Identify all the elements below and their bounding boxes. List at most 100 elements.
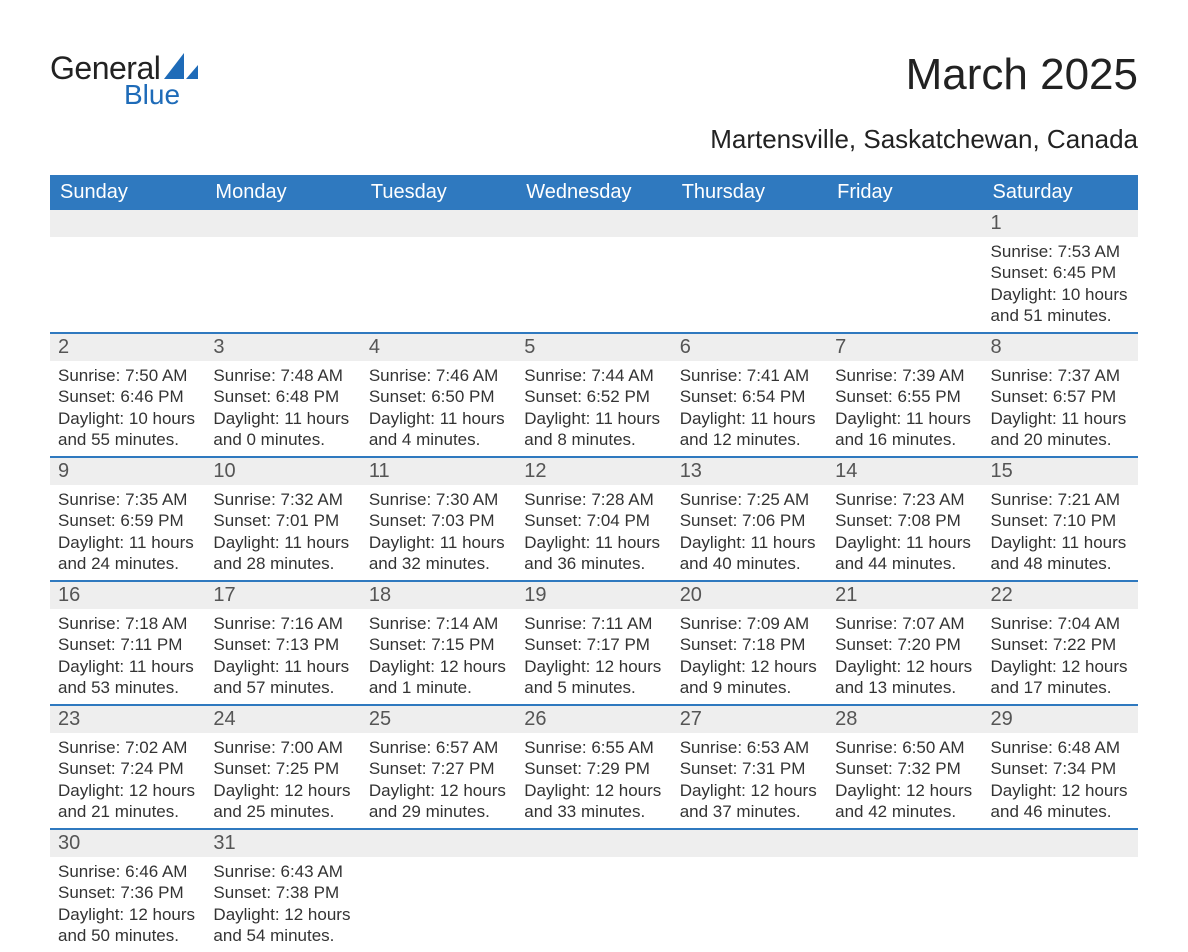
sunrise-text: Sunrise: 7:39 AM <box>835 365 974 386</box>
brand-logo: General Blue <box>50 50 198 111</box>
day-number: 6 <box>672 334 827 361</box>
day-number-cell: 24 <box>205 705 360 733</box>
day-number: 7 <box>827 334 982 361</box>
day-number-cell <box>672 829 827 857</box>
day-number-cell <box>361 210 516 237</box>
daylight-text: Daylight: 11 hours and 32 minutes. <box>369 532 508 575</box>
col-header: Friday <box>827 175 982 210</box>
daylight-text: Daylight: 11 hours and 16 minutes. <box>835 408 974 451</box>
day-number-cell: 9 <box>50 457 205 485</box>
day-cell <box>672 857 827 952</box>
day-cell: Sunrise: 7:23 AMSunset: 7:08 PMDaylight:… <box>827 485 982 581</box>
daylight-text: Daylight: 12 hours and 1 minute. <box>369 656 508 699</box>
day-cell: Sunrise: 7:04 AMSunset: 7:22 PMDaylight:… <box>983 609 1138 705</box>
day-cell: Sunrise: 6:43 AMSunset: 7:38 PMDaylight:… <box>205 857 360 952</box>
day-number: 8 <box>983 334 1138 361</box>
day-number-empty <box>672 210 827 237</box>
header: General Blue March 2025 Martensville, Sa… <box>50 50 1138 155</box>
daylight-text: Daylight: 12 hours and 50 minutes. <box>58 904 197 947</box>
day-number-cell: 7 <box>827 333 982 361</box>
sunrise-text: Sunrise: 7:00 AM <box>213 737 352 758</box>
day-number-empty <box>205 210 360 237</box>
day-number-cell: 26 <box>516 705 671 733</box>
sunrise-text: Sunrise: 7:21 AM <box>991 489 1130 510</box>
day-cell: Sunrise: 6:53 AMSunset: 7:31 PMDaylight:… <box>672 733 827 829</box>
day-number-cell: 8 <box>983 333 1138 361</box>
day-number: 24 <box>205 706 360 733</box>
sunrise-text: Sunrise: 6:50 AM <box>835 737 974 758</box>
sunset-text: Sunset: 6:55 PM <box>835 386 974 407</box>
day-number-cell: 31 <box>205 829 360 857</box>
day-number: 10 <box>205 458 360 485</box>
day-number-cell: 20 <box>672 581 827 609</box>
week-daynum-row: 16171819202122 <box>50 581 1138 609</box>
day-cell: Sunrise: 7:11 AMSunset: 7:17 PMDaylight:… <box>516 609 671 705</box>
daylight-text: Daylight: 11 hours and 4 minutes. <box>369 408 508 451</box>
sunrise-text: Sunrise: 6:46 AM <box>58 861 197 882</box>
day-number-cell: 10 <box>205 457 360 485</box>
day-cell <box>827 857 982 952</box>
day-cell: Sunrise: 7:02 AMSunset: 7:24 PMDaylight:… <box>50 733 205 829</box>
weekday-header-row: Sunday Monday Tuesday Wednesday Thursday… <box>50 175 1138 210</box>
day-cell <box>672 237 827 333</box>
sunset-text: Sunset: 7:27 PM <box>369 758 508 779</box>
sunrise-text: Sunrise: 7:48 AM <box>213 365 352 386</box>
week-content-row: Sunrise: 7:53 AMSunset: 6:45 PMDaylight:… <box>50 237 1138 333</box>
col-header: Sunday <box>50 175 205 210</box>
sunset-text: Sunset: 7:06 PM <box>680 510 819 531</box>
sunset-text: Sunset: 7:25 PM <box>213 758 352 779</box>
day-number-cell <box>516 829 671 857</box>
day-cell <box>50 237 205 333</box>
day-number-cell <box>983 829 1138 857</box>
sunset-text: Sunset: 7:29 PM <box>524 758 663 779</box>
sunrise-text: Sunrise: 7:07 AM <box>835 613 974 634</box>
day-cell <box>361 237 516 333</box>
week-daynum-row: 2345678 <box>50 333 1138 361</box>
day-cell: Sunrise: 7:41 AMSunset: 6:54 PMDaylight:… <box>672 361 827 457</box>
sunset-text: Sunset: 6:46 PM <box>58 386 197 407</box>
day-number-cell: 11 <box>361 457 516 485</box>
sunrise-text: Sunrise: 7:09 AM <box>680 613 819 634</box>
daylight-text: Daylight: 11 hours and 28 minutes. <box>213 532 352 575</box>
sunrise-text: Sunrise: 7:14 AM <box>369 613 508 634</box>
day-number-cell: 6 <box>672 333 827 361</box>
day-number: 14 <box>827 458 982 485</box>
day-number-cell: 18 <box>361 581 516 609</box>
day-number-cell: 4 <box>361 333 516 361</box>
day-number-cell: 28 <box>827 705 982 733</box>
day-number-cell: 23 <box>50 705 205 733</box>
day-number: 18 <box>361 582 516 609</box>
sunrise-text: Sunrise: 7:53 AM <box>991 241 1130 262</box>
sunrise-text: Sunrise: 7:25 AM <box>680 489 819 510</box>
title-block: March 2025 Martensville, Saskatchewan, C… <box>710 50 1138 155</box>
day-cell: Sunrise: 7:32 AMSunset: 7:01 PMDaylight:… <box>205 485 360 581</box>
day-cell: Sunrise: 7:37 AMSunset: 6:57 PMDaylight:… <box>983 361 1138 457</box>
day-cell: Sunrise: 7:14 AMSunset: 7:15 PMDaylight:… <box>361 609 516 705</box>
daylight-text: Daylight: 12 hours and 54 minutes. <box>213 904 352 947</box>
day-cell: Sunrise: 7:21 AMSunset: 7:10 PMDaylight:… <box>983 485 1138 581</box>
sunrise-text: Sunrise: 7:16 AM <box>213 613 352 634</box>
day-number: 5 <box>516 334 671 361</box>
day-number-cell: 3 <box>205 333 360 361</box>
daylight-text: Daylight: 12 hours and 25 minutes. <box>213 780 352 823</box>
day-cell: Sunrise: 6:48 AMSunset: 7:34 PMDaylight:… <box>983 733 1138 829</box>
sunset-text: Sunset: 7:13 PM <box>213 634 352 655</box>
sunrise-text: Sunrise: 6:57 AM <box>369 737 508 758</box>
day-number-cell: 21 <box>827 581 982 609</box>
day-number-cell: 16 <box>50 581 205 609</box>
day-cell: Sunrise: 7:35 AMSunset: 6:59 PMDaylight:… <box>50 485 205 581</box>
day-number-cell: 12 <box>516 457 671 485</box>
day-number-empty <box>827 830 982 857</box>
sunrise-text: Sunrise: 7:04 AM <box>991 613 1130 634</box>
day-cell: Sunrise: 6:46 AMSunset: 7:36 PMDaylight:… <box>50 857 205 952</box>
day-number: 13 <box>672 458 827 485</box>
day-number-cell <box>827 829 982 857</box>
day-cell: Sunrise: 7:44 AMSunset: 6:52 PMDaylight:… <box>516 361 671 457</box>
day-cell: Sunrise: 7:09 AMSunset: 7:18 PMDaylight:… <box>672 609 827 705</box>
day-cell: Sunrise: 6:57 AMSunset: 7:27 PMDaylight:… <box>361 733 516 829</box>
day-number: 3 <box>205 334 360 361</box>
day-number-empty <box>361 210 516 237</box>
sunset-text: Sunset: 6:48 PM <box>213 386 352 407</box>
week-content-row: Sunrise: 6:46 AMSunset: 7:36 PMDaylight:… <box>50 857 1138 952</box>
day-number-cell: 25 <box>361 705 516 733</box>
